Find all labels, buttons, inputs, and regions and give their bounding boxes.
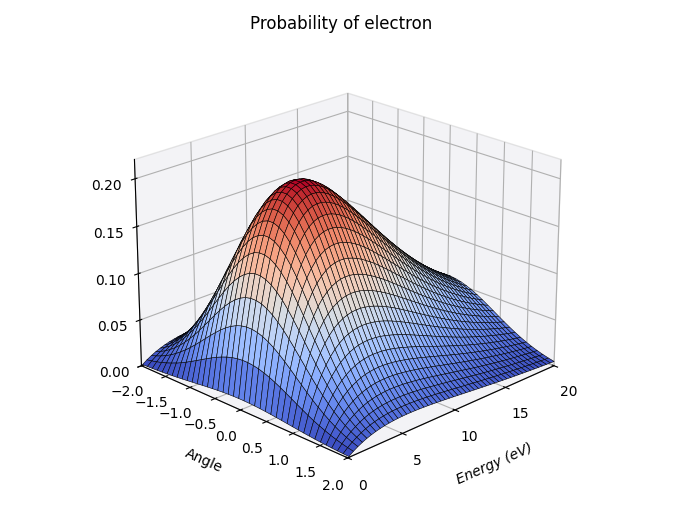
X-axis label: Energy (eV): Energy (eV) — [454, 441, 535, 487]
Y-axis label: Angle: Angle — [182, 446, 224, 475]
Title: Probability of electron: Probability of electron — [251, 15, 432, 33]
